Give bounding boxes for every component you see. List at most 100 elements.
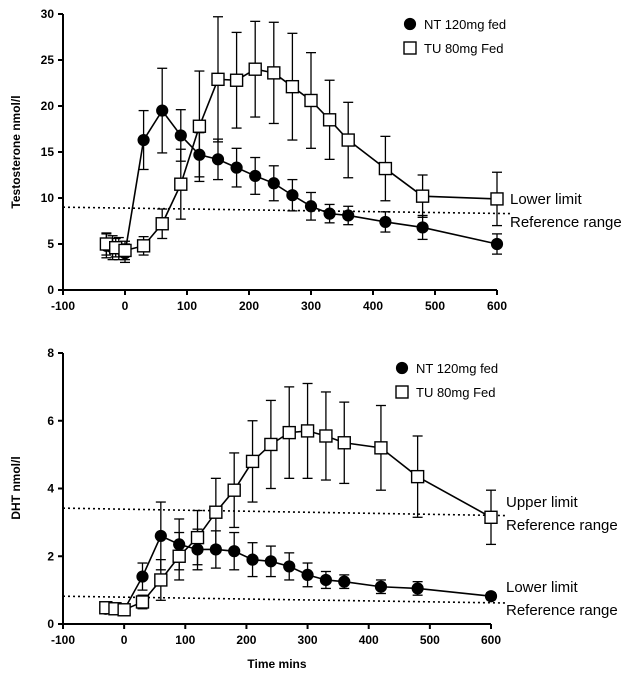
legend-entry: TU 80mg Fed — [403, 41, 503, 56]
y-axis-label: Testosterone nmol/l — [9, 95, 23, 208]
legend-circle-marker — [395, 361, 409, 375]
data-point — [300, 424, 315, 438]
data-point — [379, 215, 392, 229]
legend-label: TU 80mg Fed — [424, 41, 503, 56]
data-point — [415, 189, 430, 203]
x-tick-label: 0 — [122, 299, 129, 313]
x-tick-label: -100 — [51, 299, 75, 313]
x-axis-label: Time mins — [247, 657, 306, 671]
data-point — [323, 207, 336, 220]
data-point — [374, 441, 388, 455]
y-tick-label: 30 — [41, 7, 55, 21]
data-point — [337, 436, 351, 450]
data-point — [319, 573, 333, 587]
x-tick-label: 400 — [359, 633, 379, 647]
data-point — [304, 200, 318, 213]
x-tick-label: 0 — [121, 633, 128, 647]
data-point — [304, 93, 318, 108]
data-point — [136, 570, 149, 583]
y-axis-label: DHT nmol/l — [9, 456, 23, 519]
y-tick-label: 2 — [47, 549, 54, 563]
data-point — [245, 454, 260, 469]
data-point — [342, 209, 355, 222]
y-tick-label: 0 — [47, 617, 54, 631]
y-tick-label: 0 — [47, 283, 54, 297]
y-tick-label: 8 — [47, 346, 54, 360]
data-point — [135, 595, 150, 609]
reference-label: Reference range — [506, 517, 618, 534]
data-point — [322, 113, 337, 127]
data-point — [416, 221, 429, 234]
data-point — [301, 568, 314, 581]
data-point — [190, 530, 205, 545]
data-point — [484, 510, 498, 524]
reference-label: Lower limit — [506, 579, 579, 596]
series-line — [106, 109, 498, 255]
data-point — [338, 575, 351, 588]
data-point — [227, 483, 241, 497]
data-point — [286, 189, 299, 202]
data-point — [267, 66, 281, 80]
data-point — [136, 239, 151, 253]
data-point — [374, 580, 388, 593]
data-point — [282, 425, 296, 440]
x-tick-label: 500 — [425, 299, 445, 313]
x-tick-label: 100 — [175, 633, 195, 647]
data-point — [137, 133, 150, 147]
data-point — [319, 429, 333, 443]
data-point — [484, 590, 498, 603]
data-point — [211, 153, 225, 166]
series-nt-120mg-fed — [100, 67, 504, 264]
reference-label: Upper limit — [506, 494, 579, 511]
data-point — [341, 133, 355, 147]
data-point — [230, 161, 243, 174]
reference-label: Reference range — [510, 214, 622, 231]
legend-square-marker — [403, 41, 417, 55]
reference-label: Reference range — [506, 602, 618, 619]
reference-line — [62, 595, 507, 604]
reference-line — [62, 507, 507, 517]
data-point — [174, 177, 188, 191]
data-point — [174, 129, 187, 142]
y-tick-label: 10 — [41, 191, 55, 205]
reference-label: Lower limit — [510, 191, 583, 208]
x-tick-label: 300 — [298, 633, 318, 647]
y-tick-label: 6 — [47, 414, 54, 428]
data-point — [229, 73, 244, 87]
data-point — [154, 529, 167, 543]
x-tick-label: 200 — [239, 299, 259, 313]
x-tick-label: 400 — [363, 299, 383, 313]
data-point — [118, 243, 132, 258]
data-point — [249, 169, 262, 183]
legend-entry: TU 80mg Fed — [395, 385, 495, 400]
data-point — [410, 469, 425, 484]
data-point — [156, 104, 169, 117]
legend-label: NT 120mg fed — [424, 17, 506, 32]
data-point — [264, 437, 278, 452]
data-point — [228, 545, 241, 558]
y-tick-label: 25 — [41, 53, 55, 67]
data-point — [117, 603, 131, 617]
legend-circle-marker — [403, 17, 417, 31]
data-point — [209, 505, 223, 519]
x-tick-label: 600 — [487, 299, 507, 313]
dht-chart: 0 2 4 6 8 -100 0 100 200 300 400 500 600 DHT nmol/l Ti… — [9, 346, 618, 671]
series-tu-80mg-fed — [99, 16, 504, 261]
data-point — [490, 192, 504, 206]
data-point — [172, 549, 186, 563]
series-line — [105, 534, 492, 611]
y-tick-label: 5 — [47, 237, 54, 251]
legend-square-marker — [395, 385, 409, 399]
legend-label: TU 80mg Fed — [416, 385, 495, 400]
data-point — [283, 560, 296, 573]
y-tick-label: 20 — [41, 99, 55, 113]
data-point — [154, 573, 168, 587]
data-point — [248, 62, 262, 76]
legend-entry: NT 120mg fed — [395, 361, 498, 376]
data-point — [246, 553, 259, 566]
data-point — [155, 217, 169, 231]
data-point — [490, 237, 504, 251]
testosterone-chart: 0 5 10 15 20 25 30 -100 0 100 200 300 400 500 600 Testo… — [9, 7, 622, 313]
data-point — [211, 72, 225, 87]
